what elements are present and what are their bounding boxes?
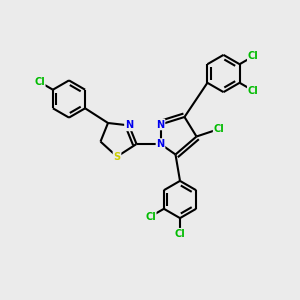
Text: N: N [156,119,165,130]
Text: S: S [113,152,121,162]
Text: N: N [156,139,165,149]
Text: Cl: Cl [34,77,45,87]
Text: Cl: Cl [214,124,224,134]
Text: Cl: Cl [175,229,185,239]
Text: Cl: Cl [248,85,259,96]
Text: Cl: Cl [145,212,156,222]
Text: N: N [125,120,133,130]
Text: Cl: Cl [248,51,259,62]
